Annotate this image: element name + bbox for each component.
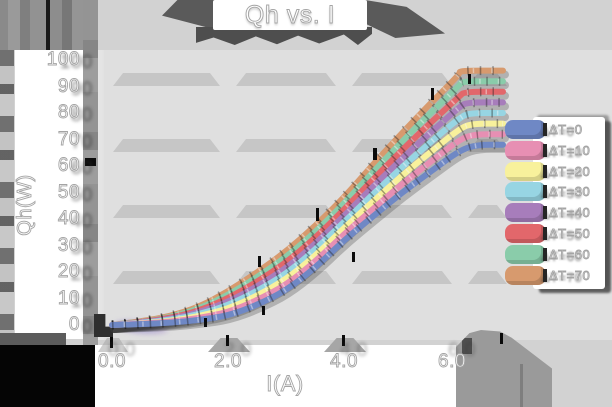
x-tick-mound [98, 338, 128, 352]
artifact-nick [85, 158, 96, 166]
grid-band-segment [113, 271, 220, 284]
x-tick-label: 0.0 [98, 351, 126, 373]
y-axis-label-strip [15, 47, 87, 339]
legend-label: ΔT=60 [549, 246, 591, 262]
y-tick-label: 50 [57, 181, 80, 203]
tick-dash [226, 335, 229, 346]
artifact-speck [262, 306, 265, 315]
y-tick-label: 70 [57, 128, 80, 150]
grid-band-segment [236, 205, 336, 218]
legend-label: ΔT=20 [549, 163, 591, 179]
artifact-speck [352, 252, 355, 262]
artifact-legend-tick [543, 268, 547, 282]
legend-label: ΔT=30 [549, 184, 591, 200]
x-axis-label-strip [88, 345, 456, 407]
y-tick-label: 20 [57, 261, 80, 283]
y-tick-label: 30 [57, 234, 80, 256]
grid-band-segment [236, 271, 336, 284]
artifact-left-column [83, 0, 98, 345]
legend-swatch [505, 224, 546, 243]
artifact-legend-tick [543, 164, 547, 178]
artifact-legend-tick [543, 206, 547, 220]
legend-swatch [505, 265, 546, 285]
artifact-legend-tick [543, 227, 547, 240]
grid-band-segment [352, 139, 452, 152]
x-tick-label: 2.0 [214, 351, 242, 373]
grid-band-segment [352, 205, 452, 218]
tick-dash [110, 337, 113, 348]
grid-band-segment [352, 271, 452, 284]
legend-swatch [505, 182, 546, 202]
y-tick-label: 40 [57, 208, 80, 230]
artifact-left-edge-smudge [0, 50, 14, 345]
grid-band-segment [113, 139, 220, 152]
x-tick-mound [208, 338, 250, 352]
grid-band-segment [113, 205, 220, 218]
legend-swatch [505, 140, 546, 160]
tick-dash [500, 333, 503, 344]
y-tick-label: 0 [68, 314, 80, 336]
artifact-speck [316, 208, 319, 221]
legend-label: ΔT=40 [549, 205, 591, 221]
grid-band-segment [236, 73, 336, 86]
legend-swatch [505, 203, 546, 223]
artifact-legend-tick [543, 247, 547, 261]
artifact-speck [258, 256, 261, 267]
x-tick-label: 4.0 [330, 351, 358, 373]
title-shadow-right [365, 0, 445, 38]
artifact-speck [204, 318, 207, 327]
x-tick-mound [324, 338, 366, 352]
artifact-notch [462, 338, 472, 354]
y-tick-label: 60 [57, 155, 80, 177]
legend-label: ΔT=10 [549, 142, 591, 158]
y-tick-label: 10 [57, 287, 80, 309]
artifact-line [520, 364, 523, 407]
grid-band-segment [113, 73, 220, 86]
artifact-speck [373, 148, 377, 160]
chart-title: Qh vs. I [244, 0, 336, 29]
legend-swatch [505, 120, 546, 139]
artifact-speck [431, 88, 434, 100]
y-tick-label: 80 [57, 102, 80, 124]
artifact-topleft-block [0, 0, 97, 50]
legend-label: ΔT=50 [549, 226, 591, 242]
chart-title-box: Qh vs. I [213, 0, 367, 30]
legend-label: ΔT=70 [549, 267, 591, 283]
x-tick-label: 6.0 [438, 351, 466, 373]
artifact-legend-tick [543, 185, 547, 199]
tick-dash [342, 335, 345, 346]
y-tick-label: 90 [57, 75, 80, 97]
artifact-legend-tick [543, 123, 547, 136]
legend-label: ΔT=0 [549, 122, 583, 138]
legend-swatch [505, 244, 546, 264]
artifact-speck [468, 74, 471, 84]
y-tick-label: 100 [46, 49, 80, 71]
legend-swatch [505, 161, 546, 181]
artifact-legend-tick [543, 143, 547, 157]
artifact-bottomleft-black [0, 345, 95, 407]
title-shadow-left [162, 0, 217, 30]
grid-band-segment [352, 73, 452, 86]
x-axis-title: I(A) [266, 371, 304, 397]
grid-band-segment [236, 139, 336, 152]
